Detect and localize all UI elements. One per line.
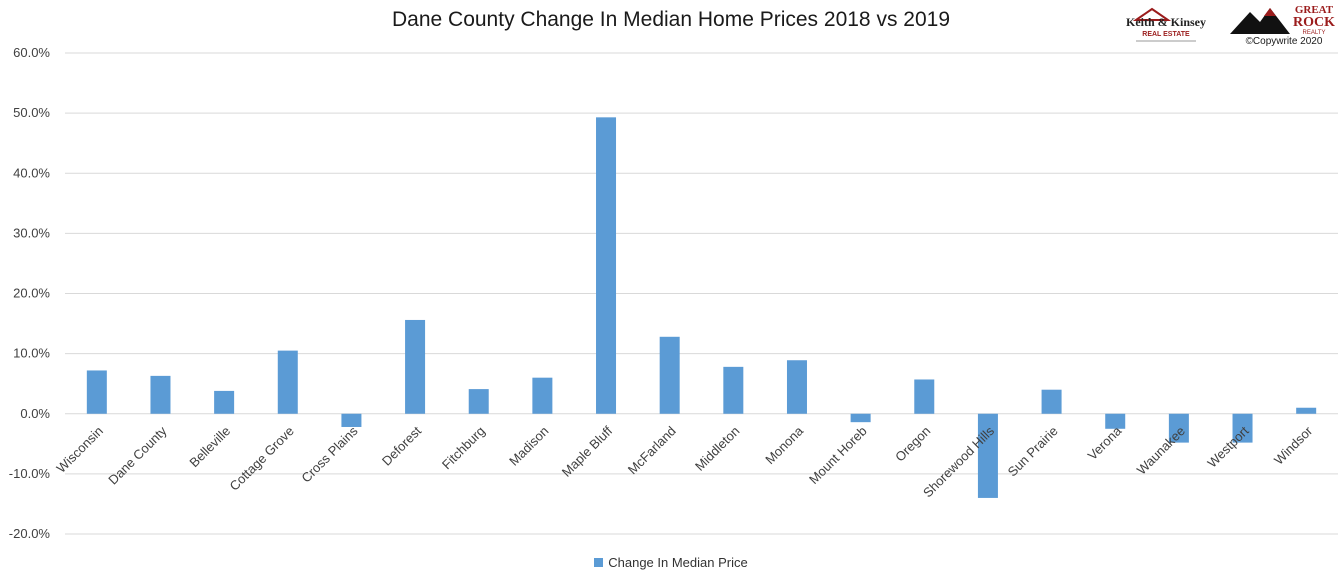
y-tick-label: 0.0% — [20, 406, 50, 421]
y-tick-label: 20.0% — [13, 286, 50, 301]
x-tick-label: Windsor — [1271, 423, 1316, 468]
x-tick-label: Maple Bluff — [559, 423, 616, 480]
x-tick-label: Middleton — [692, 423, 742, 473]
x-tick-label: Oregon — [892, 423, 933, 464]
x-tick-label: Cross Plains — [298, 423, 361, 486]
bar — [1041, 389, 1062, 414]
bar — [150, 375, 171, 414]
great-rock-realty-logo: GREAT ROCK REALTY — [1230, 4, 1335, 36]
keith-kinsey-logo: Keith & Kinsey REAL ESTATE — [1126, 7, 1206, 42]
bar — [468, 389, 489, 414]
x-tick-label: Cottage Grove — [227, 423, 297, 493]
x-tick-label: Mount Horeb — [806, 423, 870, 487]
legend-label: Change In Median Price — [608, 555, 748, 570]
bar — [977, 413, 998, 498]
logo-left-line2: REAL ESTATE — [1142, 31, 1190, 38]
bar — [1105, 413, 1126, 429]
x-tick-label: Madison — [506, 423, 551, 468]
logo-right-line2: ROCK — [1293, 15, 1335, 30]
x-tick-label: McFarland — [625, 423, 679, 477]
x-tick-label: Sun Prairie — [1005, 423, 1061, 479]
bar — [914, 379, 935, 414]
bar — [341, 413, 362, 427]
legend: Change In Median Price — [0, 555, 1342, 570]
bar — [850, 413, 871, 423]
bar — [659, 336, 680, 414]
bar — [532, 377, 553, 414]
x-tick-label: Waunakee — [1134, 423, 1188, 477]
x-tick-label: Dane County — [105, 423, 170, 488]
bar — [1296, 407, 1317, 414]
x-tick-label: Belleville — [186, 423, 233, 470]
y-tick-label: -10.0% — [9, 466, 51, 481]
bar — [1232, 413, 1253, 443]
bar — [723, 366, 744, 414]
x-tick-label: Deforest — [379, 423, 425, 469]
bar — [277, 350, 298, 414]
logo-left-line1: Keith & Kinsey — [1126, 15, 1206, 29]
bar — [786, 360, 807, 414]
bar — [405, 319, 426, 414]
x-tick-label: Wisconsin — [53, 423, 106, 476]
chart-title: Dane County Change In Median Home Prices… — [392, 8, 950, 31]
bar — [86, 370, 107, 414]
x-tick-label: Westport — [1204, 423, 1251, 470]
y-tick-label: 50.0% — [13, 105, 50, 120]
y-tick-label: 10.0% — [13, 346, 50, 361]
y-tick-label: 40.0% — [13, 165, 50, 180]
logo-right-line3: REALTY — [1303, 30, 1326, 36]
y-tick-label: 30.0% — [13, 225, 50, 240]
legend-swatch — [594, 558, 604, 567]
x-tick-label: Verona — [1085, 423, 1125, 463]
x-tick-label: Monona — [762, 423, 806, 467]
y-tick-label: 60.0% — [13, 45, 50, 60]
bar — [214, 390, 235, 414]
copyright-text: ©Copywrite 2020 — [1245, 36, 1323, 47]
bar — [1168, 413, 1189, 443]
y-tick-label: -20.0% — [9, 526, 51, 541]
logo-right-line1: GREAT — [1295, 4, 1334, 16]
bar — [596, 117, 617, 414]
x-tick-label: Fitchburg — [439, 423, 488, 472]
